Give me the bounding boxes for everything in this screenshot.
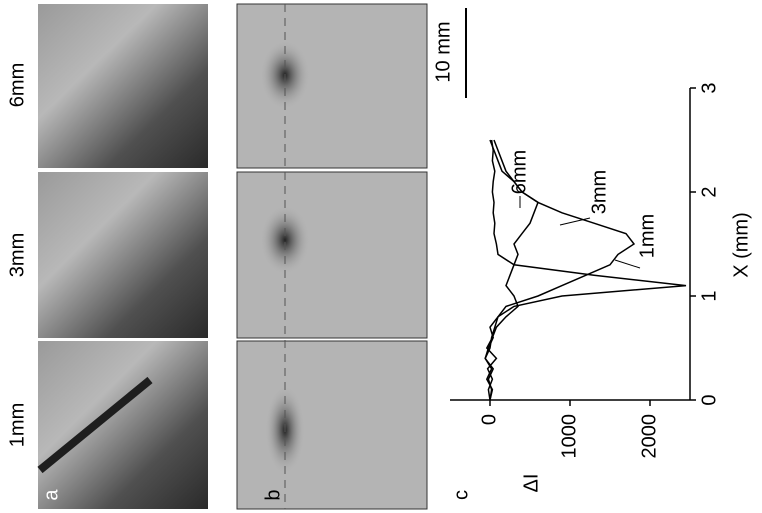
chart: 0 1 2 3 0 1000 2000 X (mm) ΔI 1mm 3mm 6mm [450,82,752,492]
panel-a [37,4,208,509]
column-label: 3mm [6,233,28,277]
photo [38,172,208,338]
leader-line [614,259,641,269]
leader-line [559,217,591,226]
x-tick-label: 0 [698,394,720,405]
photo [38,341,208,509]
photo-feature [37,376,153,474]
panel-letter: c [450,490,472,500]
photo [38,4,208,168]
x-tick-label: 1 [698,290,720,301]
y-tick-label: 2000 [638,414,660,459]
photo-feature [260,205,310,275]
scale-bar-label: 10 mm [432,21,454,82]
x-tick-label: 3 [698,82,720,93]
series-line [485,139,539,401]
panel-letter: b [262,489,284,500]
x-tick-label: 2 [698,186,720,197]
y-tick-label: 0 [478,414,500,425]
y-tick-label: 1000 [558,414,580,459]
series-label: 1mm [636,214,658,258]
panel-b [236,3,428,510]
panel-letter: a [40,489,62,501]
series-label: 6mm [508,150,530,194]
column-label: 6mm [6,63,28,107]
y-axis-label: ΔI [520,474,542,493]
x-axis-label: X (mm) [730,212,752,278]
series-label: 3mm [588,170,610,214]
column-label: 1mm [6,403,28,447]
